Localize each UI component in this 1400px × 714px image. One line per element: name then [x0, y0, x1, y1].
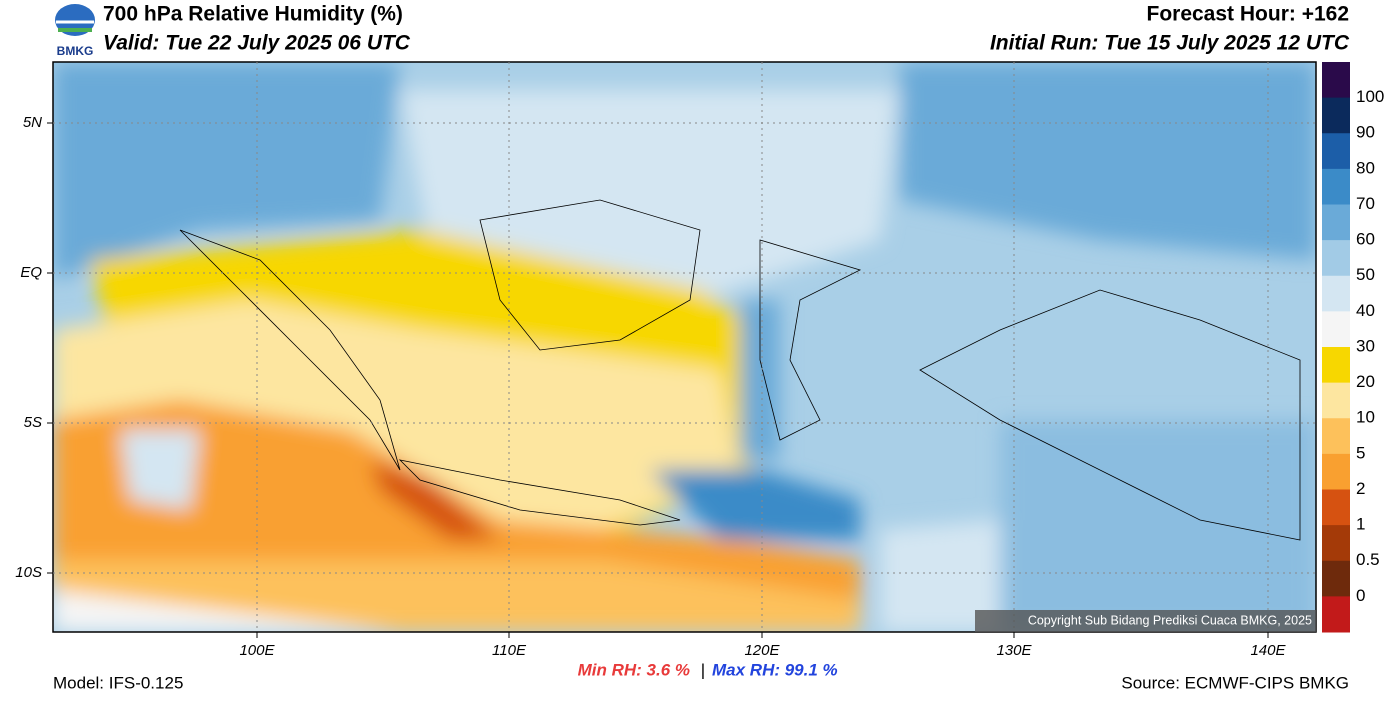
colorbar: 100 90 80 70 60 50 40 30 20 10 5 2 1 0.5 0 — [1322, 62, 1384, 633]
lat-label: EQ — [20, 264, 42, 281]
lon-label: 130E — [996, 642, 1032, 659]
colorbar-label: 0 — [1356, 586, 1365, 605]
colorbar-band — [1322, 347, 1350, 384]
model: Model: IFS-0.125 — [53, 673, 183, 692]
colorbar-label: 60 — [1356, 230, 1375, 249]
lon-label: 140E — [1250, 642, 1286, 659]
colorbar-label: 80 — [1356, 158, 1375, 177]
lat-label: 10S — [15, 564, 42, 581]
colorbar-band — [1322, 560, 1350, 597]
colorbar-band — [1322, 97, 1350, 134]
copyright-box — [975, 610, 1316, 632]
lon-label: 120E — [744, 642, 780, 659]
copyright: Copyright Sub Bidang Prediksi Cuaca BMKG… — [1028, 613, 1312, 627]
colorbar-label: 1 — [1356, 515, 1365, 534]
min-rh: Min RH: 3.6 % — [578, 660, 690, 679]
colorbar-label: 5 — [1356, 443, 1365, 462]
map-frame — [52, 61, 1317, 633]
colorbar-band — [1322, 133, 1350, 170]
lat-label: 5N — [23, 114, 42, 131]
colorbar-label: 100 — [1356, 87, 1384, 106]
colorbar-label: 50 — [1356, 265, 1375, 284]
colorbar-band — [1322, 489, 1350, 526]
logo: BMKG — [55, 4, 95, 58]
colorbar-label: 70 — [1356, 194, 1375, 213]
colorbar-band — [1322, 275, 1350, 312]
colorbar-label: 0.5 — [1356, 550, 1380, 569]
colorbar-band — [1322, 596, 1350, 633]
colorbar-band — [1322, 311, 1350, 348]
colorbar-label: 20 — [1356, 372, 1375, 391]
colorbar-label: 10 — [1356, 408, 1375, 427]
coastlines — [179, 199, 1301, 541]
lon-label: 110E — [492, 642, 527, 659]
max-rh: Max RH: 99.1 % — [712, 660, 838, 679]
lon-label: 100E — [239, 642, 275, 659]
initial-run: Initial Run: Tue 15 July 2025 12 UTC — [990, 32, 1350, 55]
colorbar-band — [1322, 525, 1350, 562]
colorbar-band — [1322, 240, 1350, 277]
colorbar-band — [1322, 168, 1350, 205]
colorbar-band — [1322, 204, 1350, 241]
colorbar-band — [1322, 382, 1350, 419]
lat-label: 5S — [24, 414, 42, 431]
colorbar-band — [1322, 453, 1350, 490]
title: 700 hPa Relative Humidity (%) — [103, 3, 403, 26]
colorbar-label: 40 — [1356, 301, 1375, 320]
valid-time: Valid: Tue 22 July 2025 06 UTC — [103, 32, 411, 55]
logo-text: BMKG — [57, 44, 94, 58]
colorbar-band — [1322, 62, 1350, 99]
source: Source: ECMWF-CIPS BMKG — [1121, 673, 1349, 692]
graticule: 5N EQ 5S 10S 100E 110E 120E 130E 140E — [15, 62, 1316, 659]
colorbar-band — [1322, 418, 1350, 455]
colorbar-label: 2 — [1356, 479, 1365, 498]
separator: | — [701, 660, 705, 679]
colorbar-label: 30 — [1356, 336, 1375, 355]
colorbar-label: 90 — [1356, 123, 1375, 142]
forecast-hour: Forecast Hour: +162 — [1147, 3, 1350, 26]
humidity-field — [53, 62, 1316, 632]
